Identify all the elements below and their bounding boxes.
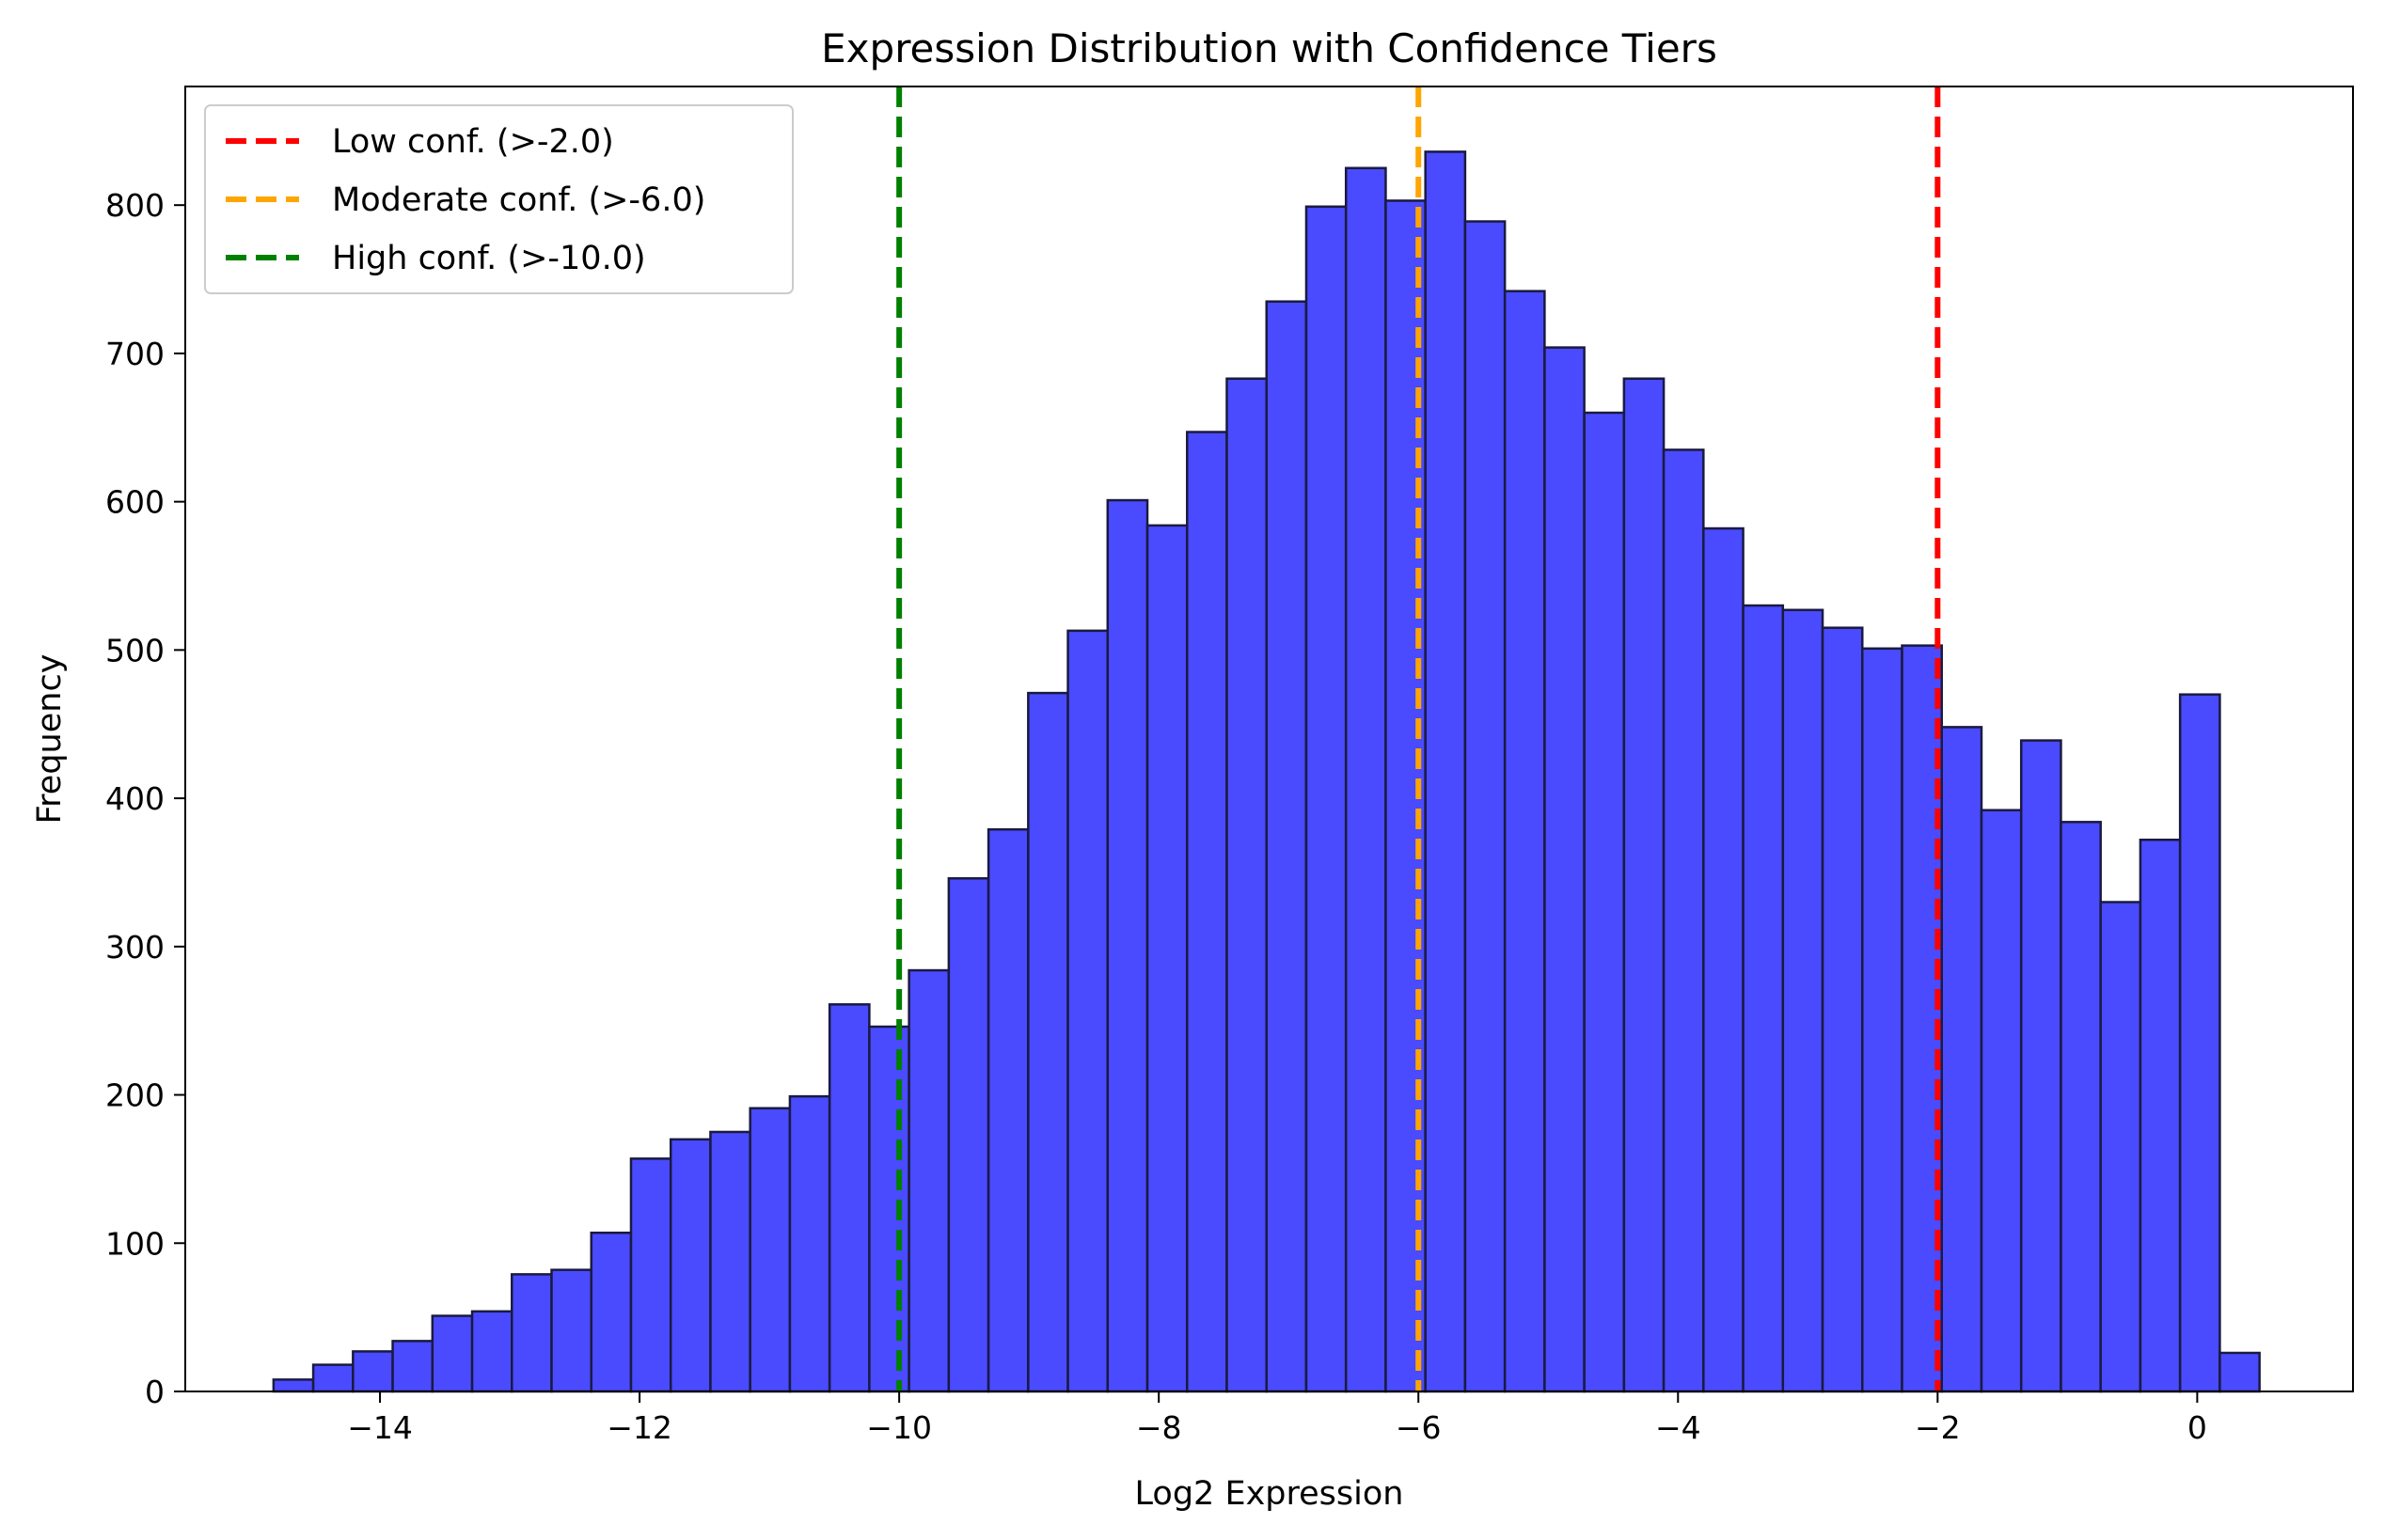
y-tick-label: 0: [145, 1374, 165, 1410]
histogram-bar: [2019, 739, 2062, 1393]
histogram-bar: [1662, 448, 1705, 1393]
histogram-bar: [1304, 205, 1348, 1393]
legend-label: Moderate conf. (>-6.0): [332, 181, 705, 219]
histogram-bar: [1583, 411, 1626, 1393]
histogram-bar: [1027, 691, 1069, 1393]
histogram-bar: [788, 1094, 831, 1393]
x-tick-label: −4: [1655, 1409, 1701, 1446]
y-tick-label: 300: [105, 929, 165, 966]
histogram-bar: [1066, 629, 1110, 1393]
histogram-bar: [1742, 604, 1785, 1393]
histogram-bar: [947, 877, 990, 1393]
histogram-bar: [1543, 346, 1586, 1393]
histogram-bar: [908, 968, 951, 1393]
histogram-bar: [629, 1157, 672, 1393]
histogram-bar: [272, 1378, 315, 1393]
histogram-bar: [868, 1025, 910, 1393]
y-tick-label: 400: [105, 780, 165, 817]
x-tick-label: 0: [2187, 1409, 2207, 1446]
y-tick-label: 500: [105, 632, 165, 668]
histogram-bar: [1344, 166, 1387, 1393]
histogram-bar: [1980, 809, 2023, 1393]
legend-label: Low conf. (>-2.0): [332, 123, 614, 161]
histogram-bar: [1424, 150, 1467, 1393]
x-tick-label: −12: [607, 1409, 672, 1446]
histogram-bar: [1503, 290, 1546, 1393]
legend: Low conf. (>-2.0) Moderate conf. (>-6.0) H…: [204, 104, 794, 294]
histogram-bar: [1821, 626, 1864, 1393]
legend-box: [204, 104, 794, 294]
histogram-bar: [391, 1340, 434, 1393]
x-tick-label: −2: [1915, 1409, 1961, 1446]
x-tick-label: −14: [347, 1409, 413, 1446]
histogram-bar: [1145, 524, 1189, 1393]
x-tick-label: −10: [866, 1409, 932, 1446]
histogram-bar: [550, 1268, 592, 1393]
histogram-bar: [511, 1273, 553, 1393]
y-axis-title: Frequency: [31, 654, 69, 825]
histogram-bar: [1225, 377, 1268, 1393]
x-axis-title: Log2 Expression: [1135, 1475, 1404, 1513]
histogram-bar: [1781, 608, 1824, 1393]
y-tick-label: 600: [105, 484, 165, 521]
legend-label: High conf. (>-10.0): [332, 240, 646, 277]
threshold-lines: [896, 86, 1941, 1391]
histogram-bar: [311, 1363, 355, 1393]
histogram-bar: [1463, 220, 1507, 1393]
histogram-bar: [2139, 839, 2182, 1393]
histogram-bar: [470, 1310, 513, 1393]
histogram-bar: [2218, 1351, 2261, 1393]
x-axis-ticks: −14 −12 −10 −8 −6 −4 −2 0: [347, 1391, 2207, 1446]
histogram-bar: [1861, 647, 1903, 1393]
histogram-bar: [2060, 821, 2102, 1393]
histogram-bar: [1265, 300, 1308, 1393]
histogram-bar: [1622, 377, 1666, 1393]
y-tick-label: 800: [105, 187, 165, 224]
x-tick-label: −8: [1136, 1409, 1182, 1446]
histogram-bar: [2099, 901, 2142, 1393]
histogram-bar: [1106, 498, 1149, 1393]
chart-title: Expression Distribution with Confidence …: [821, 25, 1717, 71]
histogram-bar: [1940, 726, 1983, 1393]
plot-frame: [184, 86, 2354, 1392]
y-axis-ticks: 0 100 200 300 400 500 600 700 800: [105, 187, 185, 1410]
histogram-bar: [987, 827, 1030, 1393]
x-tick-label: −6: [1396, 1409, 1442, 1446]
histogram-bar: [352, 1350, 394, 1393]
histogram-bar: [709, 1130, 751, 1393]
histogram-bar: [1186, 431, 1228, 1393]
histogram-bar: [1702, 526, 1745, 1393]
histogram-bar: [749, 1107, 792, 1393]
histogram-bar: [669, 1138, 712, 1393]
y-tick-label: 200: [105, 1077, 165, 1114]
y-tick-label: 100: [105, 1225, 165, 1262]
histogram-bar: [590, 1231, 633, 1393]
bars-layer: [272, 150, 2261, 1393]
histogram-bar: [431, 1314, 474, 1393]
histogram-bar: [828, 1003, 871, 1393]
histogram-bar: [2178, 693, 2221, 1393]
y-tick-label: 700: [105, 336, 165, 372]
